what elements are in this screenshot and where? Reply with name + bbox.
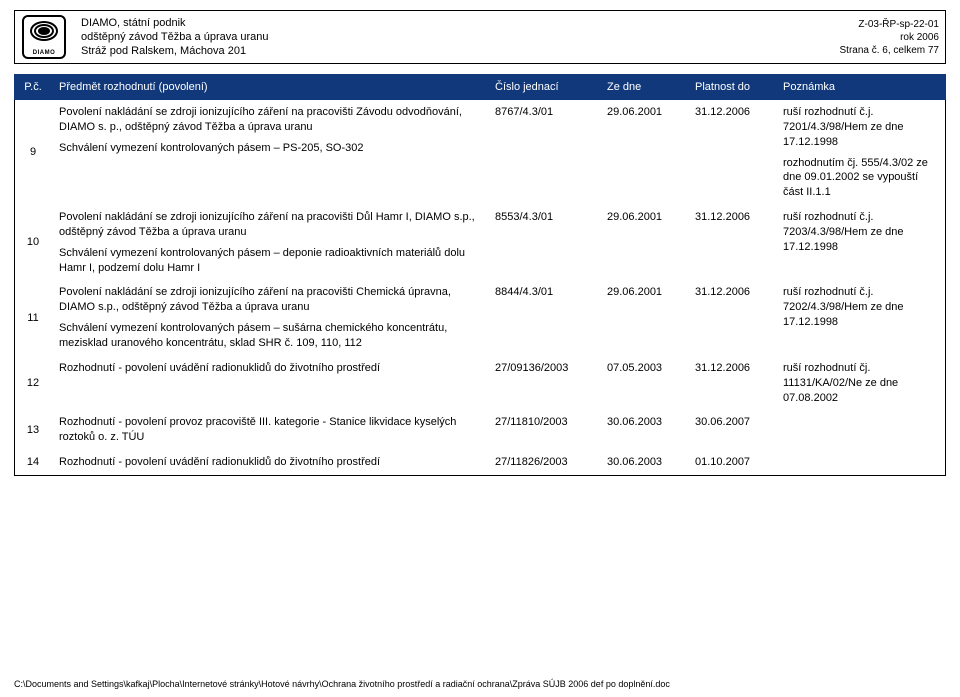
logo-cell: DIAMO xyxy=(15,11,73,63)
col-header-note: Poznámka xyxy=(775,75,945,99)
cell-subject-p2: Schválení vymezení kontrolovaných pásem … xyxy=(59,321,479,351)
cell-num: 9 xyxy=(15,100,51,205)
cell-subject-p1: Rozhodnutí - povolení provoz pracoviště … xyxy=(59,415,479,445)
cell-subject-p1: Povolení nakládání se zdroji ionizujícíh… xyxy=(59,210,479,240)
cell-subject-p1: Povolení nakládání se zdroji ionizujícíh… xyxy=(59,105,479,135)
col-header-from: Ze dne xyxy=(599,75,687,99)
table-header: P.č. Předmět rozhodnutí (povolení) Číslo… xyxy=(14,74,946,100)
col-header-num: P.č. xyxy=(15,75,51,99)
org-line-3: Stráž pod Ralskem, Máchova 201 xyxy=(81,44,777,58)
cell-num: 11 xyxy=(15,280,51,355)
cell-from: 07.05.2003 xyxy=(599,356,687,411)
logo-label: DIAMO xyxy=(33,50,56,56)
table-row: 12 Rozhodnutí - povolení uvádění radionu… xyxy=(15,356,945,411)
cell-to: 31.12.2006 xyxy=(687,100,775,205)
doc-meta-line-3: Strana č. 6, celkem 77 xyxy=(791,44,939,57)
org-info: DIAMO, státní podnik odštěpný závod Těžb… xyxy=(73,11,785,63)
col-header-to: Platnost do xyxy=(687,75,775,99)
cell-note: ruší rozhodnutí č.j. 7201/4.3/98/Hem ze … xyxy=(775,100,945,205)
table-row: 11 Povolení nakládání se zdroji ionizují… xyxy=(15,280,945,355)
col-header-ref: Číslo jednací xyxy=(487,75,599,99)
org-line-1: DIAMO, státní podnik xyxy=(81,16,777,30)
cell-ref: 27/09136/2003 xyxy=(487,356,599,411)
cell-note: ruší rozhodnutí č.j. 7202/4.3/98/Hem ze … xyxy=(775,280,945,355)
table-row: 10 Povolení nakládání se zdroji ionizují… xyxy=(15,205,945,280)
cell-subject: Rozhodnutí - povolení provoz pracoviště … xyxy=(51,410,487,450)
cell-ref: 8553/4.3/01 xyxy=(487,205,599,280)
cell-subject: Povolení nakládání se zdroji ionizujícíh… xyxy=(51,100,487,205)
cell-note-p2: rozhodnutím čj. 555/4.3/02 ze dne 09.01.… xyxy=(783,156,937,201)
table-row: 13 Rozhodnutí - povolení provoz pracoviš… xyxy=(15,410,945,450)
table-row: 9 Povolení nakládání se zdroji ionizujíc… xyxy=(15,100,945,205)
cell-num: 14 xyxy=(15,450,51,475)
cell-to: 31.12.2006 xyxy=(687,280,775,355)
org-line-2: odštěpný závod Těžba a úprava uranu xyxy=(81,30,777,44)
cell-to: 31.12.2006 xyxy=(687,205,775,280)
cell-from: 30.06.2003 xyxy=(599,450,687,475)
cell-num: 12 xyxy=(15,356,51,411)
table-body: 9 Povolení nakládání se zdroji ionizujíc… xyxy=(14,100,946,476)
col-header-subject: Předmět rozhodnutí (povolení) xyxy=(51,75,487,99)
cell-note: ruší rozhodnutí čj. 11131/KA/02/Ne ze dn… xyxy=(775,356,945,411)
cell-subject: Rozhodnutí - povolení uvádění radionukli… xyxy=(51,450,487,475)
cell-subject: Povolení nakládání se zdroji ionizujícíh… xyxy=(51,205,487,280)
cell-note xyxy=(775,450,945,475)
cell-subject-p1: Povolení nakládání se zdroji ionizujícíh… xyxy=(59,285,479,315)
cell-from: 29.06.2001 xyxy=(599,280,687,355)
cell-to: 31.12.2006 xyxy=(687,356,775,411)
cell-subject-p2: Schválení vymezení kontrolovaných pásem … xyxy=(59,141,479,156)
cell-ref: 8767/4.3/01 xyxy=(487,100,599,205)
cell-subject-p2: Schválení vymezení kontrolovaných pásem … xyxy=(59,246,479,276)
cell-subject-p1: Rozhodnutí - povolení uvádění radionukli… xyxy=(59,455,479,470)
doc-meta-line-2: rok 2006 xyxy=(791,31,939,44)
cell-note xyxy=(775,410,945,450)
cell-note-p1: ruší rozhodnutí č.j. 7201/4.3/98/Hem ze … xyxy=(783,105,937,150)
document-header: DIAMO DIAMO, státní podnik odštěpný závo… xyxy=(14,10,946,64)
cell-num: 13 xyxy=(15,410,51,450)
footer-path: C:\Documents and Settings\kafkaj\Plocha\… xyxy=(14,679,670,689)
doc-meta-line-1: Z-03-ŘP-sp-22-01 xyxy=(791,18,939,31)
cell-subject-p1: Rozhodnutí - povolení uvádění radionukli… xyxy=(59,361,479,376)
cell-note: ruší rozhodnutí č.j. 7203/4.3/98/Hem ze … xyxy=(775,205,945,280)
cell-from: 30.06.2003 xyxy=(599,410,687,450)
cell-ref: 27/11810/2003 xyxy=(487,410,599,450)
cell-subject: Rozhodnutí - povolení uvádění radionukli… xyxy=(51,356,487,411)
doc-meta: Z-03-ŘP-sp-22-01 rok 2006 Strana č. 6, c… xyxy=(785,11,945,63)
cell-from: 29.06.2001 xyxy=(599,100,687,205)
table-row: 14 Rozhodnutí - povolení uvádění radionu… xyxy=(15,450,945,475)
cell-note-p1: ruší rozhodnutí č.j. 7203/4.3/98/Hem ze … xyxy=(783,210,937,255)
cell-to: 01.10.2007 xyxy=(687,450,775,475)
cell-note-p1: ruší rozhodnutí čj. 11131/KA/02/Ne ze dn… xyxy=(783,361,937,406)
cell-ref: 27/11826/2003 xyxy=(487,450,599,475)
cell-note-p1: ruší rozhodnutí č.j. 7202/4.3/98/Hem ze … xyxy=(783,285,937,330)
cell-to: 30.06.2007 xyxy=(687,410,775,450)
cell-num: 10 xyxy=(15,205,51,280)
cell-subject: Povolení nakládání se zdroji ionizujícíh… xyxy=(51,280,487,355)
diamo-logo-icon: DIAMO xyxy=(22,15,66,59)
cell-ref: 8844/4.3/01 xyxy=(487,280,599,355)
cell-from: 29.06.2001 xyxy=(599,205,687,280)
